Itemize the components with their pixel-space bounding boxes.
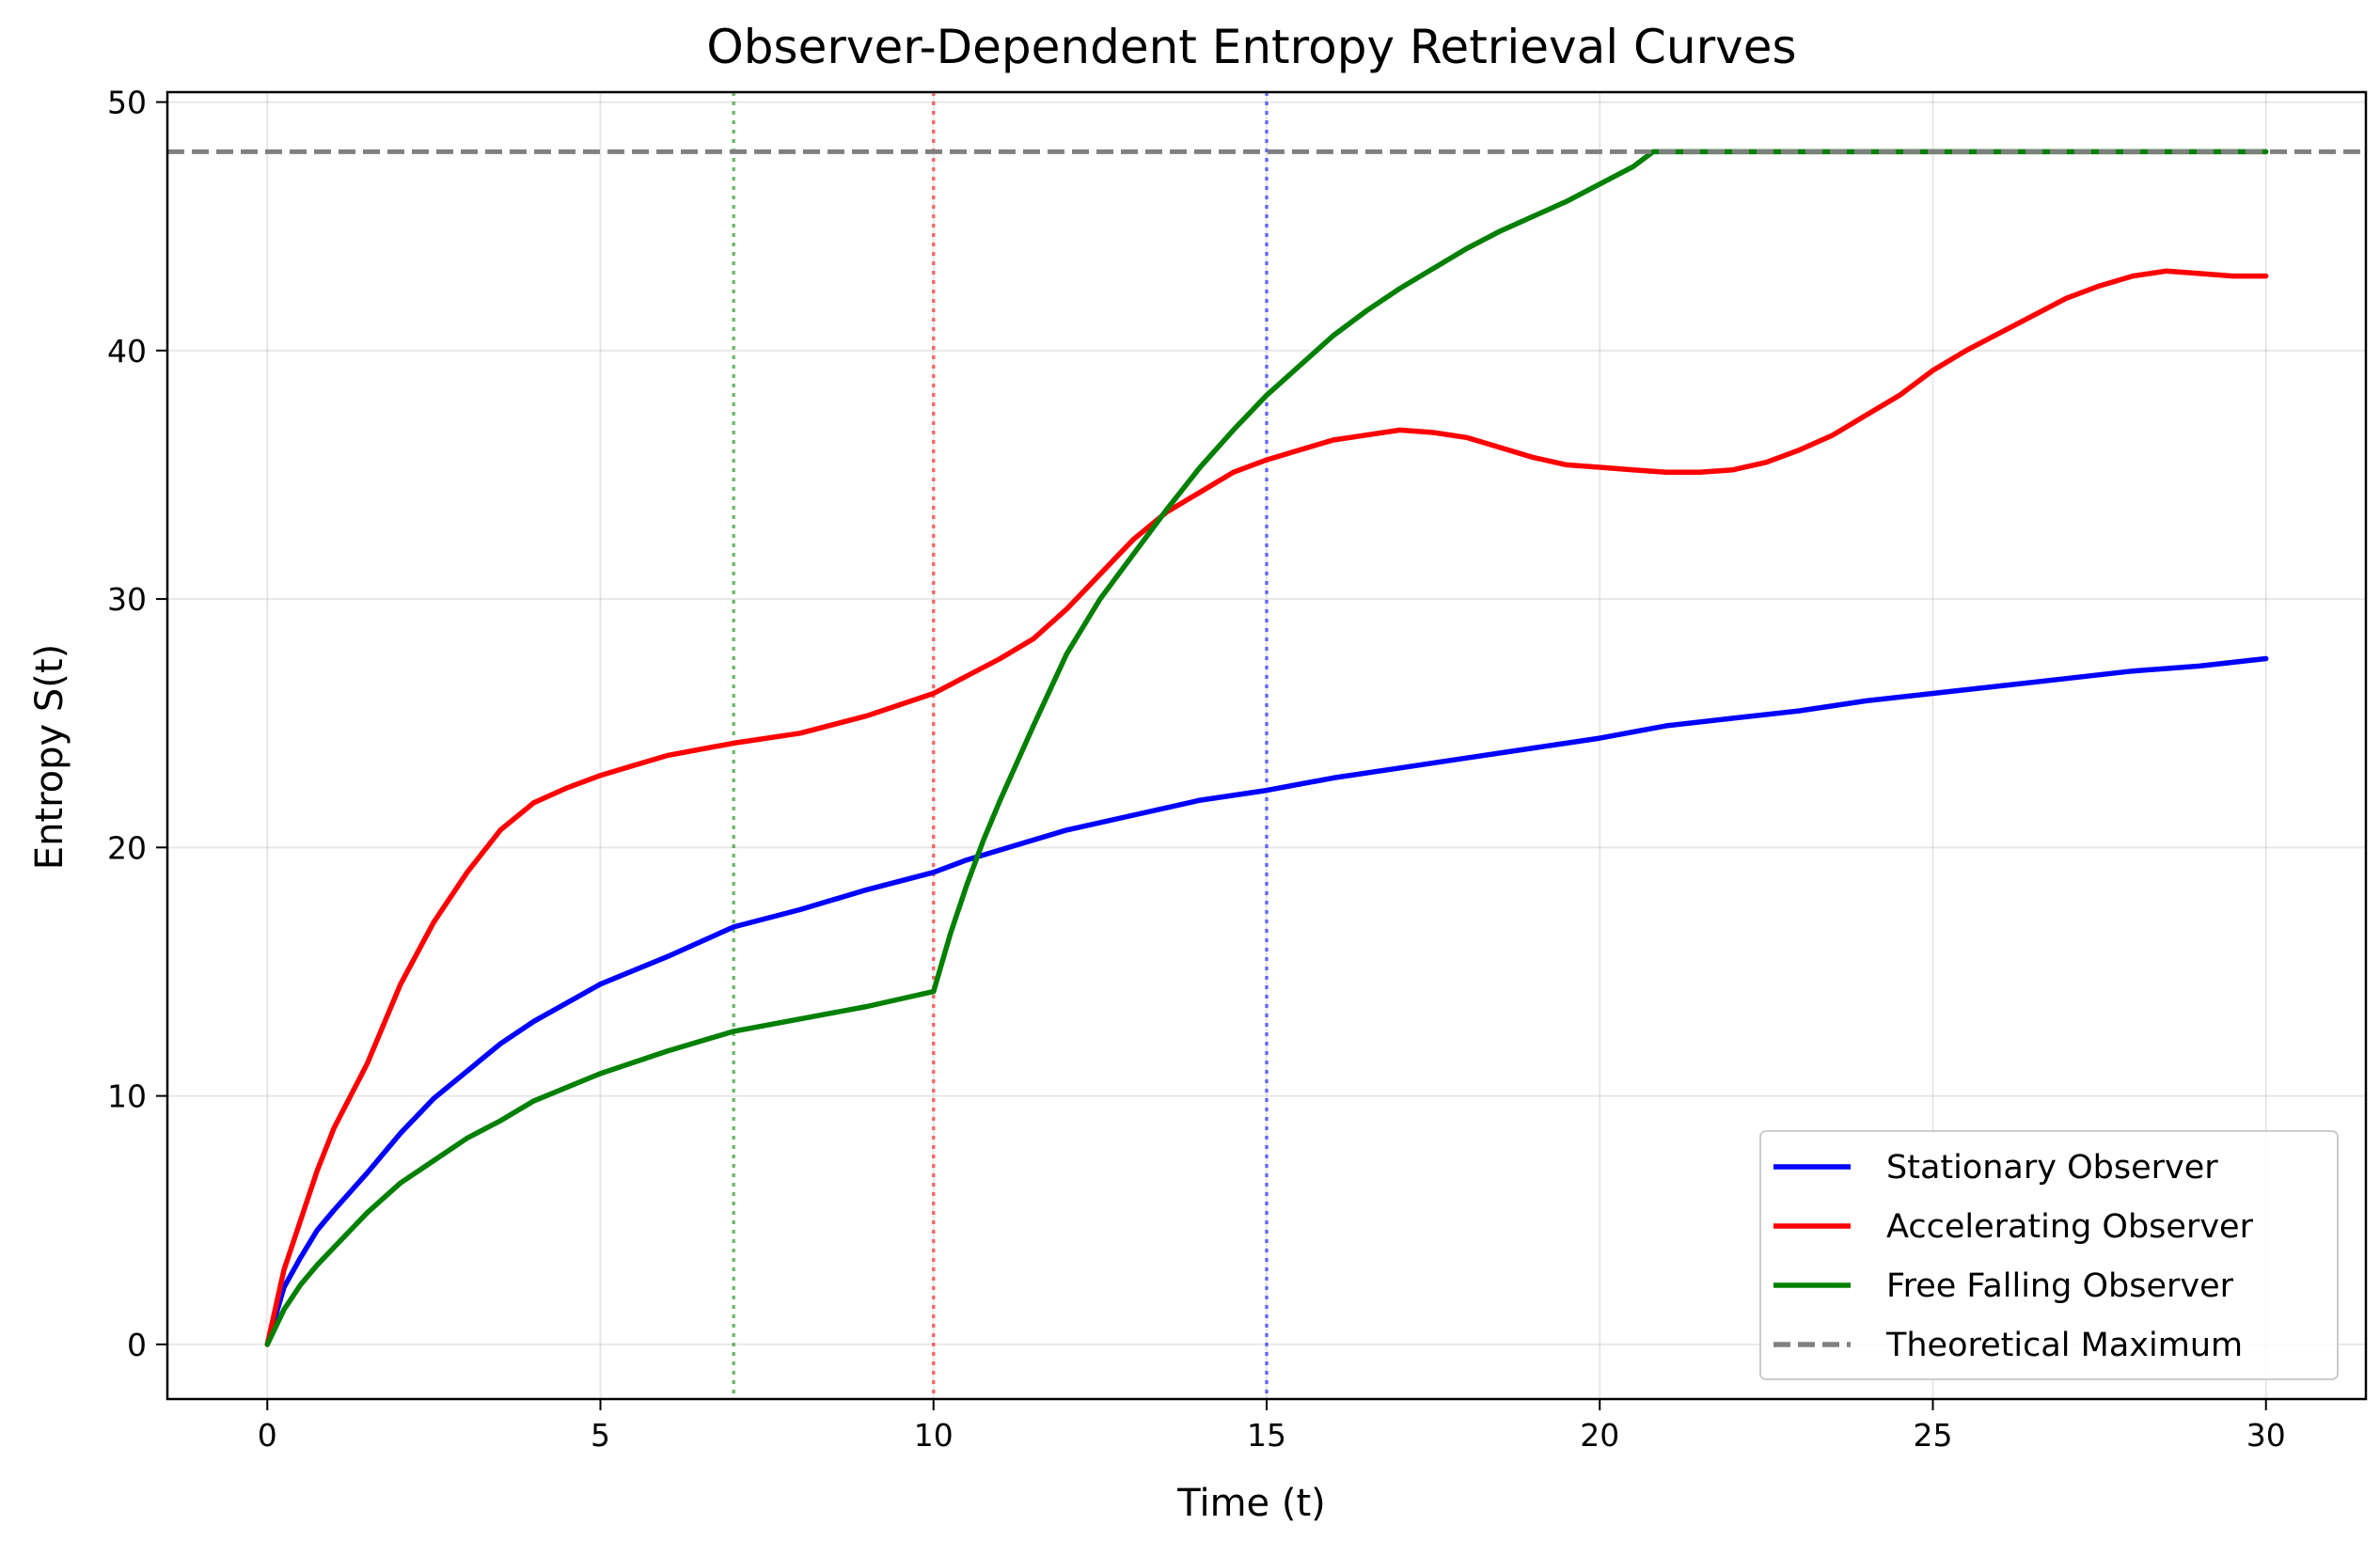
legend-label: Stationary Observer [1886, 1149, 2218, 1187]
y-tick-label: 50 [107, 85, 147, 121]
x-tick-label: 20 [1580, 1417, 1619, 1454]
vertical-markers [732, 92, 1269, 1399]
x-tick-label: 25 [1913, 1417, 1952, 1454]
chart-title: Observer-Dependent Entropy Retrieval Cur… [706, 20, 1796, 74]
x-tick-label: 0 [258, 1417, 277, 1454]
legend-label: Accelerating Observer [1886, 1208, 2254, 1246]
x-axis-ticks: 0 5 10 15 20 25 30 [258, 1399, 2286, 1454]
series-lines [167, 149, 2366, 1347]
legend-label: Theoretical Maximum [1885, 1327, 2243, 1364]
y-tick-label: 20 [107, 829, 147, 866]
series-line [264, 655, 2269, 1347]
legend: Stationary Observer Accelerating Observer… [1759, 1130, 2339, 1380]
y-tick-label: 30 [107, 581, 147, 618]
y-axis-label: Entropy S(t) [28, 644, 71, 870]
x-tick-label: 30 [2246, 1417, 2286, 1454]
x-tick-label: 5 [591, 1417, 610, 1454]
y-axis-ticks: 0 10 20 30 40 50 [107, 85, 167, 1363]
legend-box [1759, 1130, 2339, 1380]
y-tick-label: 40 [107, 333, 147, 370]
legend-label: Free Falling Observer [1886, 1267, 2234, 1305]
series-line [264, 268, 2269, 1347]
x-tick-label: 10 [914, 1417, 954, 1454]
y-tick-label: 0 [127, 1327, 147, 1363]
x-tick-label: 15 [1247, 1417, 1286, 1454]
y-tick-label: 10 [107, 1078, 147, 1115]
x-axis-label: Time (t) [1176, 1482, 1326, 1525]
